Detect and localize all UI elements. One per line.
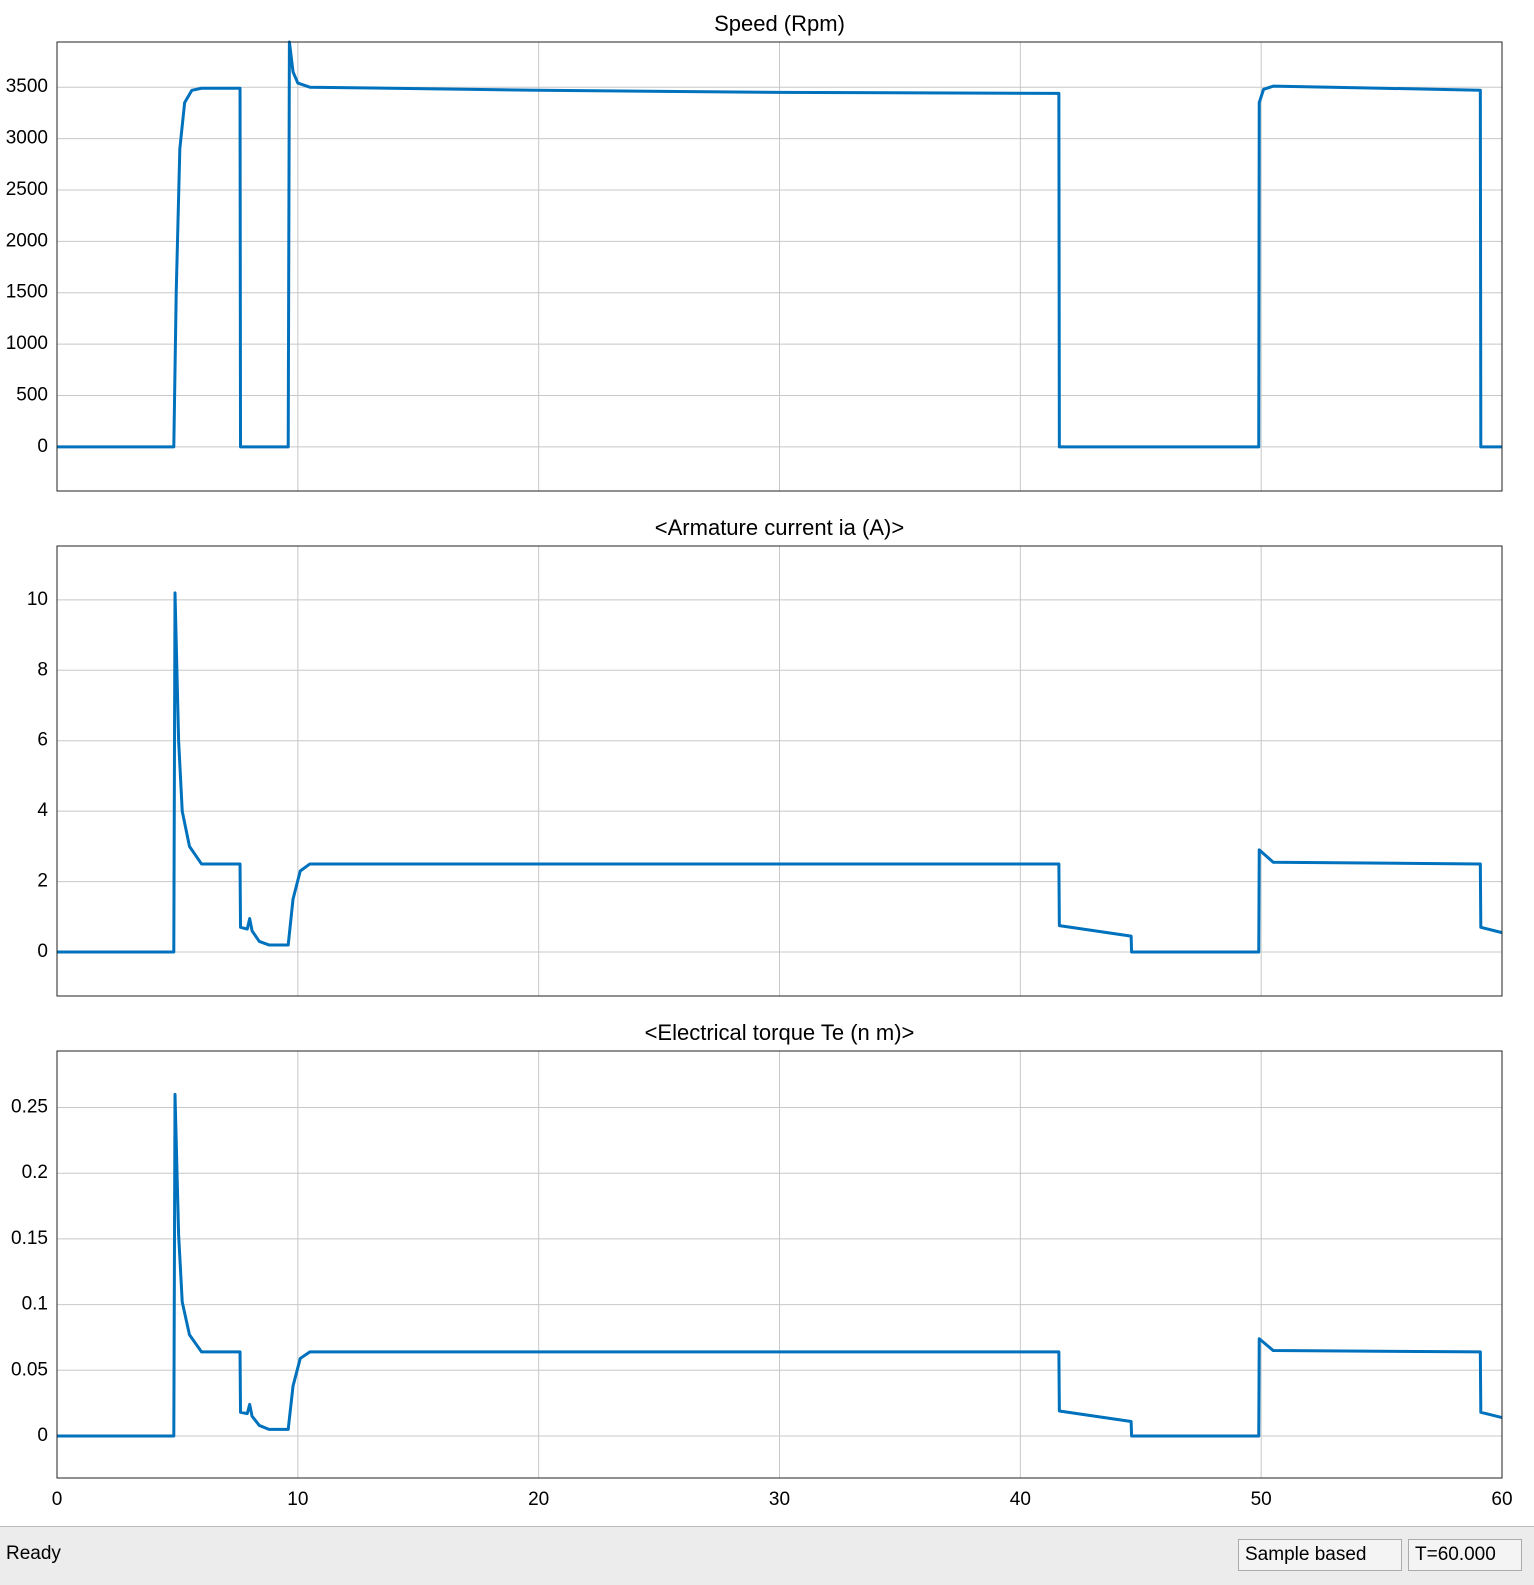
y-tick-label: 2500 [6,179,48,200]
y-tick-label: 0.2 [22,1162,48,1183]
y-tick-label: 6 [37,730,48,751]
y-tick-label: 1000 [6,333,48,354]
y-tick-label: 2 [37,871,48,892]
y-tick-label: 0.1 [22,1294,48,1315]
chart-title: <Electrical torque Te (n m)> [645,1020,915,1045]
x-tick-label: 40 [1010,1489,1031,1510]
status-mode: Sample based [1238,1539,1402,1571]
x-tick-label: 60 [1491,1489,1512,1510]
y-tick-label: 8 [37,659,48,680]
y-tick-label: 4 [37,800,48,821]
y-tick-label: 0.15 [11,1228,48,1249]
plot-border [56,545,1503,997]
y-tick-label: 0 [37,941,48,962]
data-line [57,40,1502,449]
data-line [57,591,1503,954]
plot-border [56,1050,1503,1479]
y-tick-label: 0.05 [11,1359,48,1380]
plot-border [56,41,1503,492]
y-tick-label: 10 [27,589,48,610]
chart-title: <Armature current ia (A)> [655,515,904,540]
x-tick-label: 50 [1251,1489,1272,1510]
y-tick-label: 2000 [6,230,48,251]
y-tick-label: 3500 [6,76,48,97]
status-state: Ready [6,1543,61,1564]
status-time: T=60.000 [1408,1539,1522,1571]
y-tick-label: 3000 [6,128,48,149]
data-line [57,1092,1503,1438]
y-tick-label: 0.25 [11,1097,48,1118]
x-tick-label: 30 [769,1489,790,1510]
x-tick-label: 20 [528,1489,549,1510]
y-tick-label: 0 [37,436,48,457]
scope: Speed (Rpm)0500100015002000250030003500<… [6,11,1513,1510]
status-bar: Ready Sample based T=60.000 [0,1526,1534,1585]
x-tick-label: 10 [287,1489,308,1510]
y-tick-label: 500 [16,384,48,405]
y-tick-label: 1500 [6,282,48,303]
x-tick-label: 0 [52,1489,63,1510]
chart-title: Speed (Rpm) [714,11,845,36]
y-tick-label: 0 [37,1425,48,1446]
